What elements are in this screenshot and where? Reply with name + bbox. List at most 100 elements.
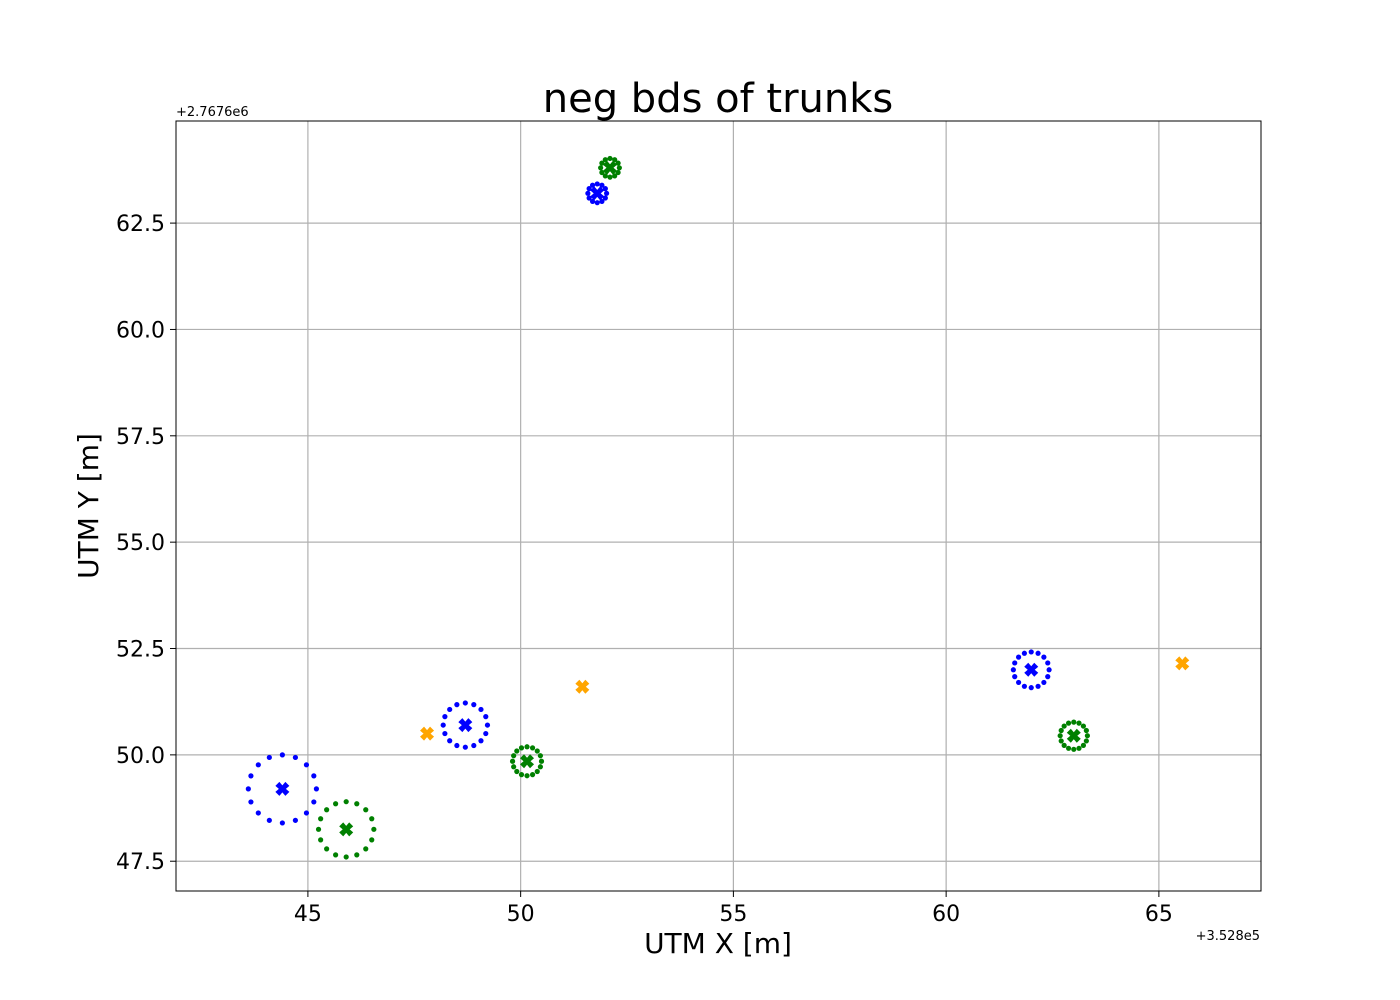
boundary-point	[442, 714, 448, 720]
x-tick-label: 50	[507, 902, 535, 927]
blue-x-marker	[1024, 662, 1039, 677]
boundary-point	[447, 738, 453, 744]
boundary-point	[354, 852, 360, 858]
boundary-point	[529, 772, 536, 778]
boundary-circle	[509, 744, 545, 779]
boundary-point	[599, 182, 605, 188]
boundary-point	[537, 764, 543, 770]
boundary-point	[514, 748, 520, 754]
boundary-point	[612, 173, 618, 179]
boundary-point	[1076, 720, 1082, 726]
boundary-point	[279, 820, 285, 826]
boundary-point	[454, 742, 460, 749]
boundary-point	[371, 826, 377, 832]
boundary-point	[447, 706, 453, 713]
green-x-marker	[1066, 728, 1081, 743]
boundary-point	[616, 165, 622, 171]
boundary-point	[363, 846, 369, 852]
boundary-point	[524, 773, 530, 779]
boundary-point	[518, 772, 525, 778]
boundary-point	[511, 764, 517, 770]
y-axis-ticks: 47.5 50.0 52.5 55.0 57.5 60.0 62.5	[116, 212, 176, 875]
y-tick-label: 57.5	[116, 425, 165, 450]
boundary-point	[615, 169, 621, 176]
boundary-point	[1083, 727, 1089, 734]
boundary-point	[537, 753, 543, 759]
boundary-point	[324, 807, 330, 813]
boundary-point	[343, 799, 349, 805]
boundary-point	[303, 810, 310, 816]
boundary-point	[518, 745, 525, 751]
boundary-point	[454, 702, 460, 708]
boundary-point	[245, 786, 251, 792]
boundary-point	[255, 810, 261, 816]
boundary-point	[1080, 742, 1087, 748]
boundary-point	[1021, 650, 1027, 656]
boundary-point	[266, 817, 272, 823]
boundary-point	[534, 768, 540, 775]
boundary-point	[594, 181, 600, 187]
boundary-point	[1080, 723, 1087, 729]
boundary-circle	[1057, 719, 1090, 752]
boundary-point	[1021, 683, 1027, 689]
boundary-point	[589, 198, 596, 205]
boundary-point	[1058, 738, 1064, 744]
boundary-point	[1057, 733, 1063, 739]
boundary-point	[248, 773, 254, 779]
boundary-point	[1035, 650, 1041, 656]
blue-x-marker	[275, 781, 290, 796]
boundary-point	[471, 742, 477, 749]
green-x-marker	[339, 822, 354, 837]
boundary-circle	[315, 799, 377, 860]
boundary-point	[311, 773, 317, 779]
boundary-point	[615, 160, 621, 166]
boundary-point	[462, 700, 468, 706]
boundary-point	[1045, 674, 1051, 680]
boundary-point	[318, 816, 324, 822]
x-tick-label: 55	[719, 902, 747, 927]
green-x-marker	[520, 754, 535, 769]
boundary-point	[586, 186, 592, 192]
boundary-point	[514, 768, 520, 775]
boundary-point	[311, 799, 317, 805]
data-points	[245, 155, 1190, 860]
boundary-point	[333, 852, 339, 858]
y-tick-label: 47.5	[116, 850, 165, 875]
boundary-point	[598, 165, 604, 171]
boundary-point	[255, 762, 261, 768]
green-x-marker	[603, 160, 617, 175]
grid-lines	[176, 121, 1261, 891]
boundary-point	[594, 200, 600, 206]
boundary-point	[1012, 674, 1018, 680]
boundary-point	[1065, 720, 1072, 726]
x-axis-label: UTM X [m]	[644, 927, 792, 960]
boundary-point	[509, 758, 516, 764]
boundary-point	[248, 799, 254, 805]
boundary-point	[315, 826, 322, 832]
boundary-circle	[1010, 649, 1052, 691]
boundary-point	[612, 157, 618, 163]
boundary-point	[1046, 667, 1052, 673]
boundary-point	[369, 816, 375, 822]
boundary-point	[511, 753, 517, 759]
boundary-point	[1045, 660, 1051, 666]
boundary-point	[484, 722, 491, 728]
boundary-point	[1065, 745, 1072, 751]
boundary-point	[1076, 745, 1082, 751]
boundary-point	[602, 173, 608, 179]
boundary-point	[1041, 654, 1047, 660]
boundary-point	[599, 198, 605, 205]
boundary-point	[318, 837, 324, 843]
boundary-point	[266, 754, 272, 761]
boundary-point	[279, 752, 285, 758]
boundary-point	[1012, 660, 1018, 666]
boundary-point	[589, 182, 596, 188]
chart-title: neg bds of trunks	[543, 76, 894, 122]
boundary-point	[313, 786, 320, 792]
boundary-point	[1071, 719, 1077, 725]
boundary-point	[440, 722, 446, 728]
boundary-circle	[598, 155, 622, 180]
boundary-point	[585, 190, 591, 196]
boundary-point	[599, 169, 605, 176]
